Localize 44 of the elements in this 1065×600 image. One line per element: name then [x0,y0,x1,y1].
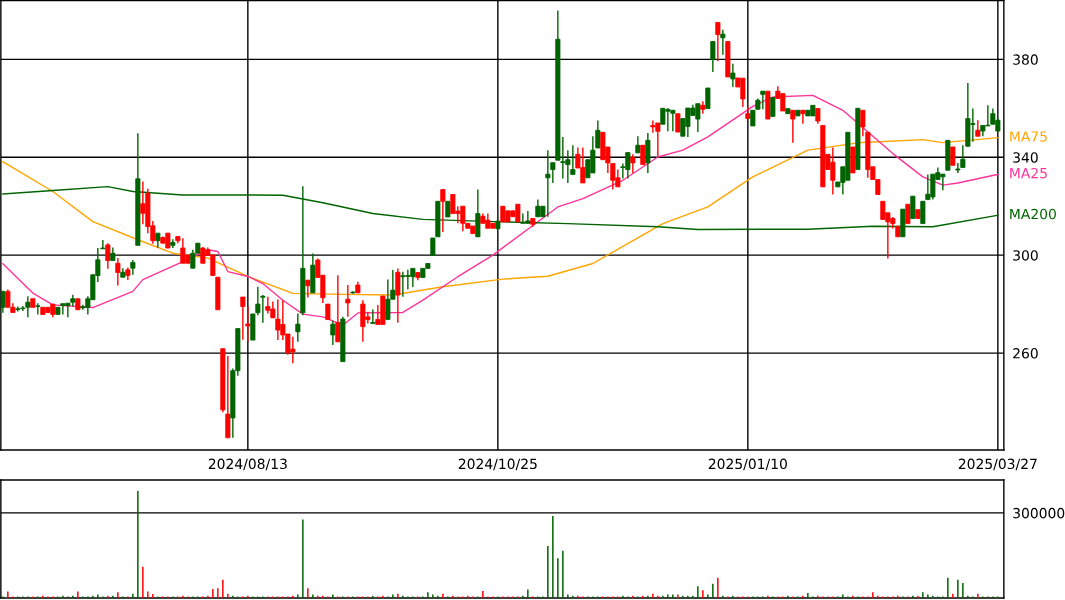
candlestick [910,195,916,220]
candlestick [440,188,446,233]
candlestick [975,119,981,137]
x-tick-label: 2025/01/10 [708,458,787,471]
candlestick [345,284,351,318]
series-label: MA25 [1010,167,1047,179]
x-tick-label: 2024/08/13 [208,458,287,471]
candlestick [330,320,336,346]
y-tick-label: 380 [1013,54,1038,65]
candlestick [950,146,956,167]
candlestick [295,312,301,343]
x-tick-label: 2024/10/25 [458,458,537,471]
y-tick-label: 260 [1013,348,1038,359]
candlestick [645,132,651,174]
y-tick-label: 300 [1013,250,1038,261]
candlestick [105,242,111,270]
series-label: MA200 [1010,208,1056,220]
candlestick [370,308,376,325]
candlestick [730,63,736,88]
y-tick-label: 340 [1013,152,1038,163]
candlestick [395,267,401,324]
candlestick [335,274,341,343]
candlestick [520,212,526,225]
candlestick [700,100,706,115]
candlestick [705,87,711,110]
candlestick [800,109,806,125]
candlestick [240,296,246,341]
candlestick [715,21,721,62]
candlestick [720,29,726,56]
series-label: MA75 [1010,131,1047,142]
candlestick [710,40,716,73]
candlestick [245,305,251,343]
candlestick [115,257,121,287]
candlestick [305,279,311,299]
candlestick [640,144,646,166]
candlestick [630,153,636,174]
candlestick [905,203,911,225]
candlestick [790,109,796,144]
x-tick-label: 2025/03/27 [958,458,1037,471]
candlestick [35,302,41,316]
candlestick [770,96,776,118]
candlestick [400,271,406,298]
candlestick [675,112,681,133]
y-tick-label: 300000 [1013,507,1065,519]
